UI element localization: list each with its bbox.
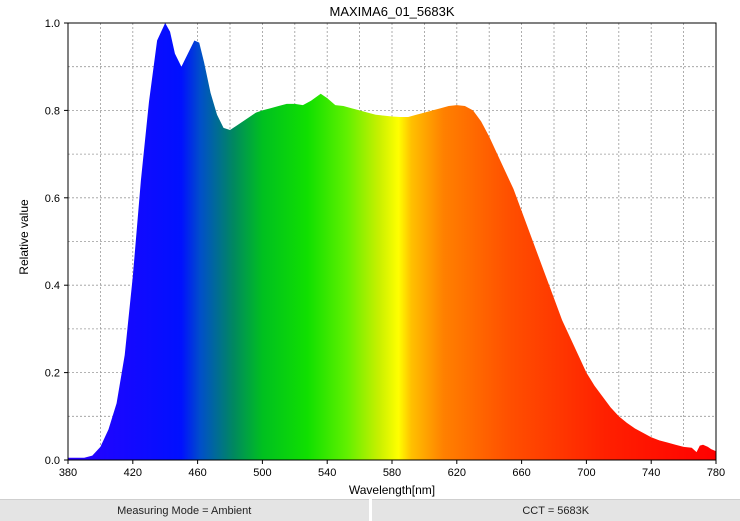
x-tick-label: 700 [577, 467, 595, 479]
x-tick-label: 660 [512, 467, 530, 479]
x-tick-label: 380 [59, 467, 77, 479]
y-tick-label: 0.6 [45, 193, 60, 205]
x-axis-label: Wavelength[nm] [349, 483, 435, 497]
measuring-mode-status: Measuring Mode = Ambient [0, 499, 369, 521]
status-footer: Measuring Mode = Ambient CCT = 5683K [0, 499, 740, 521]
x-tick-label: 620 [448, 467, 466, 479]
x-tick-label: 780 [707, 467, 725, 479]
y-tick-label: 0.4 [45, 280, 60, 292]
spectrum-chart: 380 420 460 500 540 580 620 660 700 740 780 0.0 0.2 0… [17, 4, 725, 497]
chart-title: MAXIMA6_01_5683K [329, 4, 454, 19]
axis-ticks: 380 420 460 500 540 580 620 660 700 740 780 0.0 0.2 0… [45, 18, 725, 479]
y-axis-label: Relative value [17, 199, 31, 275]
spectrum-area [68, 23, 716, 460]
cct-status: CCT = 5683K [371, 499, 740, 521]
x-tick-label: 580 [383, 467, 401, 479]
y-tick-label: 0.0 [45, 455, 60, 467]
y-tick-label: 0.2 [45, 368, 60, 380]
x-tick-label: 460 [188, 467, 206, 479]
x-tick-label: 540 [318, 467, 336, 479]
x-tick-label: 500 [253, 467, 271, 479]
x-tick-label: 420 [124, 467, 142, 479]
x-tick-label: 740 [642, 467, 660, 479]
y-tick-label: 1.0 [45, 18, 60, 30]
y-tick-label: 0.8 [45, 105, 60, 117]
